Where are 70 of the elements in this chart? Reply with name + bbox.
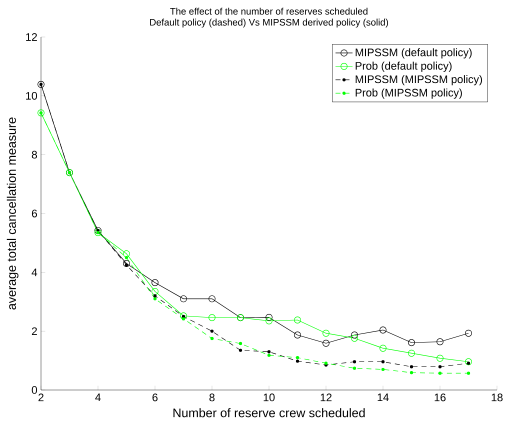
point [210,330,214,333]
x-tick-label: 4 [95,394,101,402]
x-tick-label: 2 [38,394,44,402]
point [182,317,186,320]
point [123,260,130,267]
point [465,358,472,366]
point [410,365,414,368]
point [351,334,358,342]
legend-label: Prob (default policy) [356,62,452,72]
point [438,365,442,368]
y-tick-label: 4 [32,268,38,276]
point [380,326,386,334]
legend-label: Prob (MIPSSM policy) [356,88,462,99]
point [294,316,301,324]
point [351,332,358,338]
point [267,350,271,354]
point [238,348,242,352]
point [267,354,271,357]
point [124,256,128,260]
x-tick-label: 16 [434,394,446,402]
point [410,371,414,374]
point [266,317,272,324]
point [296,356,300,360]
x-tick-label: 6 [152,394,158,402]
point [322,330,330,337]
chart-subtitle: Default policy (dashed) Vs MIPSSM derived policy (solid) [150,18,388,28]
point [208,295,216,302]
x-tick-label: 12 [320,394,332,402]
point [352,360,356,364]
x-tick-label: 18 [492,394,503,402]
point [266,314,272,321]
y-tick-label: 12 [26,33,37,41]
point [153,294,157,298]
legend-label: MIPSSM (MIPSSM policy) [356,75,482,86]
point [296,360,300,363]
y-tick-label: 6 [32,210,37,218]
point [180,295,187,302]
point [123,250,130,258]
point [465,330,472,337]
legend-label: MIPSSM (default policy) [356,48,472,58]
point [380,344,386,352]
point [381,360,385,364]
point [466,372,470,375]
x-tick-label: 10 [264,394,275,402]
y-tick-label: 2 [32,327,37,335]
x-tick-label: 14 [378,394,389,402]
point [438,372,442,375]
point [381,368,385,372]
y-tick-label: 0 [32,386,38,394]
point [322,340,330,347]
point [436,354,444,362]
point [294,332,301,338]
point [152,279,158,286]
point [352,366,356,370]
x-tick-label: 8 [209,394,215,402]
point [238,342,242,346]
y-tick-label: 10 [26,92,38,100]
point [408,350,415,357]
point [210,336,214,340]
point [152,288,158,295]
point [408,339,415,346]
y-axis-title: average total cancellation measure [6,118,18,310]
point [208,314,216,322]
point [153,297,157,300]
point [436,338,444,346]
y-tick-label: 8 [32,150,37,159]
point [124,263,128,267]
point [180,312,187,320]
x-axis-title: Number of reserve crew scheduled [173,408,365,418]
chart-title: The effect of the number of reserves scheduled [170,8,368,15]
